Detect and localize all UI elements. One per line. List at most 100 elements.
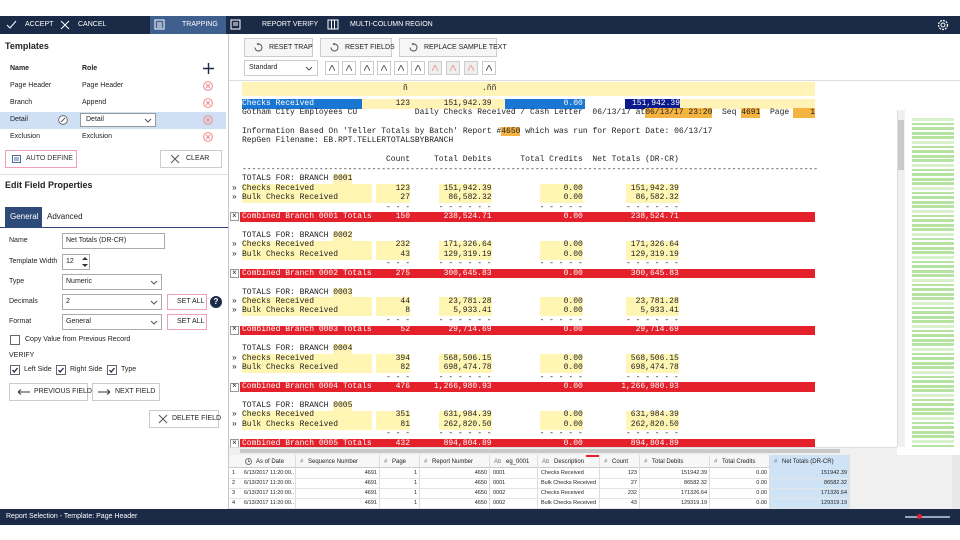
minimap-stripe [912,123,954,126]
grid-column-header: Description [554,456,584,468]
remove-template-button-part [203,115,213,125]
checkmark-part [13,368,18,372]
total-value: 894,804.89 [589,439,679,447]
accept-icon-part [7,21,16,28]
multi-column-icon-part [332,20,335,29]
toolbar-icon-part [412,43,414,46]
copy-value-label: Copy Value from Previous Record [25,334,130,346]
format-icon-part [468,65,474,71]
minimap-stripe [912,118,954,121]
grid-column-divider [769,455,770,509]
checkbox[interactable] [10,335,20,345]
minimap-stripe [912,159,954,162]
remove-template-button-part [206,118,210,122]
minimap-stripe [912,330,954,333]
status-bar [0,509,960,525]
format-icon [415,65,421,71]
checkmark-part [108,366,116,374]
checkmark [11,366,19,374]
minimap-stripe [912,279,954,282]
clear-icon [170,154,180,164]
tab-label: Advanced [47,211,83,223]
page-value: 1 [725,108,815,118]
checkmark-part [110,368,115,372]
toolbar-icon-part [330,43,339,52]
trapping-icon [154,19,165,30]
grid-column-header: eg_0001 [506,456,529,468]
minimap-stripe [912,311,954,314]
zoom-thumb[interactable] [917,514,922,519]
minimap-stripe [912,435,954,438]
minimap-stripe [912,205,954,208]
grid-cell: 43 [603,497,637,509]
minimap-stripe [912,412,954,415]
run-label: 06/13/17 at [592,108,645,118]
verify-title: VERIFY [9,350,34,362]
add-template-button [203,63,214,74]
add-template-button-part [203,63,214,74]
grid-column-header: Sequence Number [308,456,358,468]
row-marker: » [232,193,237,203]
minimap-stripe [912,192,954,195]
auto-define-icon-part [12,155,21,163]
field-value: Net Totals (DR-CR) [66,235,126,247]
grid-column-header: Total Debits [652,456,683,468]
minimap-stripe [912,426,954,429]
previous-field-label: PREVIOUS FIELD [34,386,92,398]
field-label: Name [9,235,28,247]
total-value: 1,266,980.93 [402,382,492,392]
field-select[interactable] [62,294,162,310]
verify-option: Type [121,364,136,376]
format-icon-part [364,65,370,71]
settings-icon-part [936,18,950,32]
zoom-track [905,516,950,518]
next-icon [98,389,110,395]
grid-column-divider [489,455,490,509]
format-icon-part [450,65,456,71]
minimap-stripe [912,173,954,176]
cancel-button[interactable]: CANCEL [78,19,106,31]
column-type-icon: # [644,456,647,468]
info-text: 4650 [501,127,520,136]
clear-label: CLEAR [186,153,209,165]
column-type-icon: Ab [542,456,549,468]
grid-cell: 1 [383,497,417,509]
help-label: ? [210,296,222,308]
select-chevron [150,319,158,326]
template-name: Page Header [10,80,51,92]
format-icon [329,65,335,71]
grid-column-divider [419,455,420,509]
multi-column-region-button[interactable]: MULTI-COLUMN REGION [350,19,433,31]
format-icon-part [398,65,404,71]
report-view: ñ.ññChecks Received123151,942.390.00151,… [229,81,896,447]
minimap-stripe [912,389,954,392]
column-type-icon: # [774,456,777,468]
delete-icon [158,414,168,424]
format-icon [486,65,492,71]
clear-icon-part [171,155,179,163]
accept-button[interactable]: ACCEPT [25,19,53,31]
minimap-stripe [912,224,954,227]
cancel-icon-part [61,21,69,29]
minimap-stripe [912,302,954,305]
grid-column-header: As of Date [256,456,284,468]
report-title: Daily Checks Received / Cash Letter [415,108,583,118]
vertical-thumb [898,120,904,170]
remove-template-button [203,115,213,125]
verify-option: Right Side [70,364,102,376]
column-type-icon: # [604,456,607,468]
template-name: Detail [10,114,28,126]
row-marker: » [232,420,237,430]
spinner-part [82,256,88,268]
report-verify-button[interactable]: REPORT VERIFY [262,19,318,31]
select-chevron-part [150,319,158,326]
minimap-stripe [912,325,954,328]
column-type-icon [245,458,252,465]
top-toolbar [0,16,960,34]
checkmark-part [57,366,65,374]
grid-cell: 129319.19 [773,497,847,509]
report-verify-icon-part [230,19,241,30]
minimap-stripe [912,431,954,434]
field-label: Type [9,276,24,288]
grid-cell: 4650 [423,497,487,509]
